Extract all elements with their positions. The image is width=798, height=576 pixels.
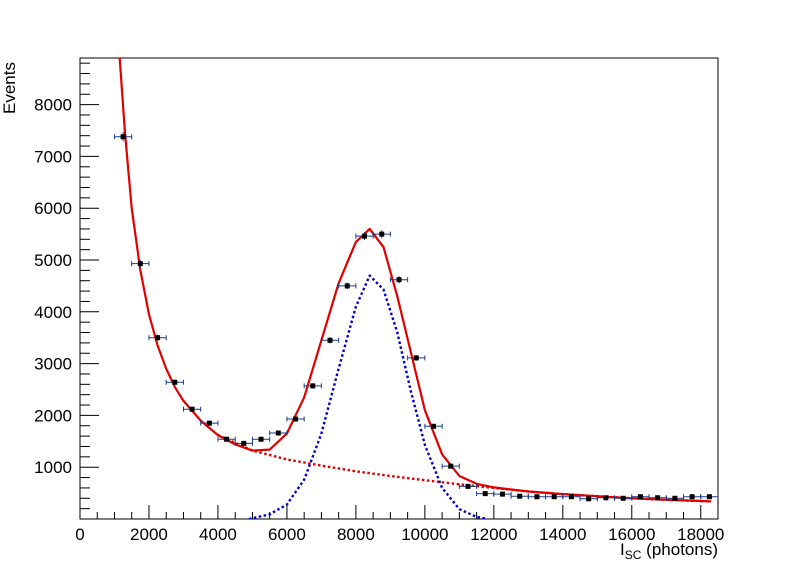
- point-marker: [637, 494, 643, 500]
- y-tick-label: 2000: [34, 406, 72, 425]
- point-marker: [344, 283, 350, 289]
- point-marker: [293, 416, 299, 422]
- data-point: [269, 430, 288, 436]
- point-marker: [396, 277, 402, 283]
- x-axis-title-subscript: SC: [625, 548, 642, 562]
- data-point: [338, 282, 357, 290]
- point-marker: [172, 379, 178, 385]
- x-axis: 0 2000 4000 6000 8000 10000 12000 14000 16000 180…: [75, 505, 724, 544]
- data-point: [389, 276, 409, 284]
- x-tick-label: 4000: [199, 525, 237, 544]
- data-point: [372, 230, 391, 238]
- data-point: [113, 132, 133, 142]
- point-marker: [586, 496, 592, 502]
- y-tick-label: 3000: [34, 355, 72, 374]
- point-marker: [155, 335, 161, 341]
- point-marker: [517, 493, 523, 499]
- point-marker: [189, 406, 195, 412]
- point-marker: [430, 423, 436, 429]
- point-marker: [413, 355, 419, 361]
- point-marker: [362, 233, 368, 239]
- x-tick-label: 8000: [337, 525, 375, 544]
- point-marker: [120, 134, 126, 140]
- y-tick-label: 5000: [34, 251, 72, 270]
- data-point: [131, 260, 150, 268]
- point-marker: [258, 436, 264, 442]
- y-tick-label: 7000: [34, 147, 72, 166]
- y-tick-label: 8000: [34, 96, 72, 115]
- y-axis-title: Events: [0, 62, 19, 114]
- x-tick-label: 18000: [677, 525, 724, 544]
- point-marker: [603, 495, 609, 501]
- data-point: [217, 436, 236, 442]
- point-marker: [482, 491, 488, 497]
- fit-curves: [118, 58, 712, 519]
- x-tick-label: 14000: [539, 525, 586, 544]
- point-marker: [465, 483, 471, 489]
- point-marker: [499, 491, 505, 497]
- x-tick-label: 16000: [608, 525, 655, 544]
- data-point: [355, 232, 374, 241]
- data-point: [182, 406, 202, 412]
- point-marker: [137, 261, 143, 267]
- data-point: [303, 383, 322, 389]
- data-point: [200, 420, 219, 426]
- data-point: [683, 494, 702, 500]
- x-tick-label: 10000: [401, 525, 448, 544]
- point-marker: [689, 494, 695, 500]
- y-tick-label: 4000: [34, 303, 72, 322]
- point-marker: [655, 495, 661, 501]
- data-point: [527, 494, 547, 500]
- data-point: [251, 436, 271, 442]
- x-tick-label: 2000: [130, 525, 168, 544]
- total-fit-curve: [118, 58, 712, 503]
- data-point: [320, 337, 340, 344]
- background-curve: [217, 434, 712, 503]
- data-point: [631, 494, 650, 500]
- data-point: [441, 463, 460, 469]
- point-marker: [327, 337, 333, 343]
- plot-frame: [79, 57, 719, 520]
- data-point: [700, 494, 718, 500]
- data-point: [407, 355, 426, 361]
- point-marker: [534, 494, 540, 500]
- y-tick-label: 1000: [34, 458, 72, 477]
- data-point: [476, 491, 495, 497]
- point-marker: [706, 494, 712, 500]
- x-tick-label: 0: [75, 525, 84, 544]
- y-axis: 1000 2000 3000 4000 5000 6000 7000 8000: [34, 62, 99, 510]
- point-marker: [551, 494, 557, 500]
- data-point: [510, 493, 529, 499]
- y-tick-label: 6000: [34, 199, 72, 218]
- x-axis-title-rest: (photons): [641, 540, 718, 559]
- point-marker: [448, 463, 454, 469]
- data-point: [458, 483, 478, 489]
- x-axis-title: ISC (photons): [620, 540, 718, 562]
- point-marker: [275, 430, 281, 436]
- data-points: [113, 132, 718, 502]
- signal-gaussian-curve: [248, 274, 488, 519]
- data-point: [165, 379, 184, 385]
- point-marker: [672, 495, 678, 501]
- x-tick-label: 6000: [268, 525, 306, 544]
- data-point: [424, 423, 443, 429]
- point-marker: [310, 383, 316, 389]
- point-marker: [241, 440, 247, 446]
- point-marker: [379, 231, 385, 237]
- x-axis-title-main: I: [620, 540, 625, 559]
- data-point: [286, 416, 305, 422]
- point-marker: [620, 495, 626, 501]
- data-point: [148, 334, 167, 341]
- data-point: [493, 491, 512, 497]
- point-marker: [206, 420, 212, 426]
- point-marker: [224, 436, 230, 442]
- point-marker: [568, 494, 574, 500]
- x-tick-label: 12000: [470, 525, 517, 544]
